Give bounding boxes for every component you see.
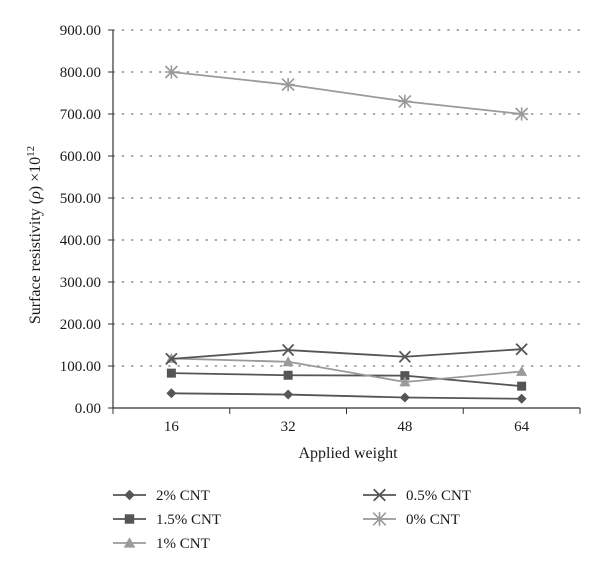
star-marker [398, 94, 412, 108]
x-tick-label: 32 [281, 419, 296, 435]
legend-label: 0.5% CNT [406, 488, 471, 504]
y-tick-label: 100.00 [60, 359, 101, 375]
y-axis-label-exponent: 12 [25, 146, 37, 157]
x-marker [281, 343, 295, 357]
x-tick-labels: 16 32 48 64 [164, 419, 530, 435]
y-tick-label: 200.00 [60, 317, 101, 333]
x-tick-label: 64 [514, 419, 530, 435]
legend-label: 1.5% CNT [156, 512, 221, 528]
legend: 2% CNT 1.5% CNT 1% CNT 0.5% CNT 0% CNT [113, 488, 471, 552]
y-tick-label: 800.00 [60, 65, 101, 81]
triangle-marker [123, 537, 136, 548]
x-marker [515, 343, 528, 356]
series-line [171, 357, 522, 383]
square-marker [283, 370, 293, 380]
star-marker [372, 512, 387, 526]
diamond-marker [124, 489, 135, 501]
y-tick-label: 300.00 [60, 275, 101, 291]
y-axis-label-rho: ρ [27, 191, 44, 200]
y-tick-label: 600.00 [60, 149, 101, 165]
x-axis-label: Applied weight [298, 445, 398, 462]
x-marker [165, 352, 178, 365]
x-marker [373, 488, 386, 502]
y-axis-label-main: Surface resistivity ( [27, 199, 44, 324]
y-axis-label: Surface resistivity (ρ) ×1012 [25, 146, 44, 324]
y-tick-label: 0.00 [75, 401, 101, 417]
star-marker [515, 107, 529, 121]
series-line [171, 392, 522, 400]
diamond-marker [399, 392, 410, 403]
legend-label: 0% CNT [406, 512, 460, 528]
x-marker [398, 350, 412, 363]
star-marker [164, 65, 178, 79]
y-tick-label: 400.00 [60, 233, 101, 249]
axes [108, 29, 581, 414]
square-marker [166, 368, 176, 378]
square-marker [124, 514, 135, 524]
series-line [171, 372, 522, 388]
triangle-marker [282, 356, 294, 367]
square-marker [400, 371, 410, 381]
diamond-marker [166, 388, 177, 399]
triangle-marker [516, 365, 528, 376]
x-tick-label: 48 [397, 419, 412, 435]
diamond-marker [516, 393, 527, 404]
diamond-marker [283, 389, 294, 400]
square-marker [517, 381, 527, 391]
series-line [171, 71, 522, 115]
y-tick-label: 900.00 [60, 23, 101, 39]
star-marker [281, 78, 295, 92]
y-tick-label: 700.00 [60, 107, 101, 123]
x-tick-label: 16 [164, 419, 180, 435]
y-tick-labels: 0.00 100.00 200.00 300.00 400.00 500.00 600.00… [60, 23, 101, 417]
y-tick-label: 500.00 [60, 191, 101, 207]
series-group [164, 65, 529, 404]
gridlines [112, 29, 581, 367]
y-axis-label-times: ) ×10 [27, 157, 44, 191]
legend-label: 1% CNT [156, 536, 210, 552]
series-line [171, 348, 522, 360]
legend-label: 2% CNT [156, 488, 210, 504]
triangle-marker [399, 376, 411, 387]
